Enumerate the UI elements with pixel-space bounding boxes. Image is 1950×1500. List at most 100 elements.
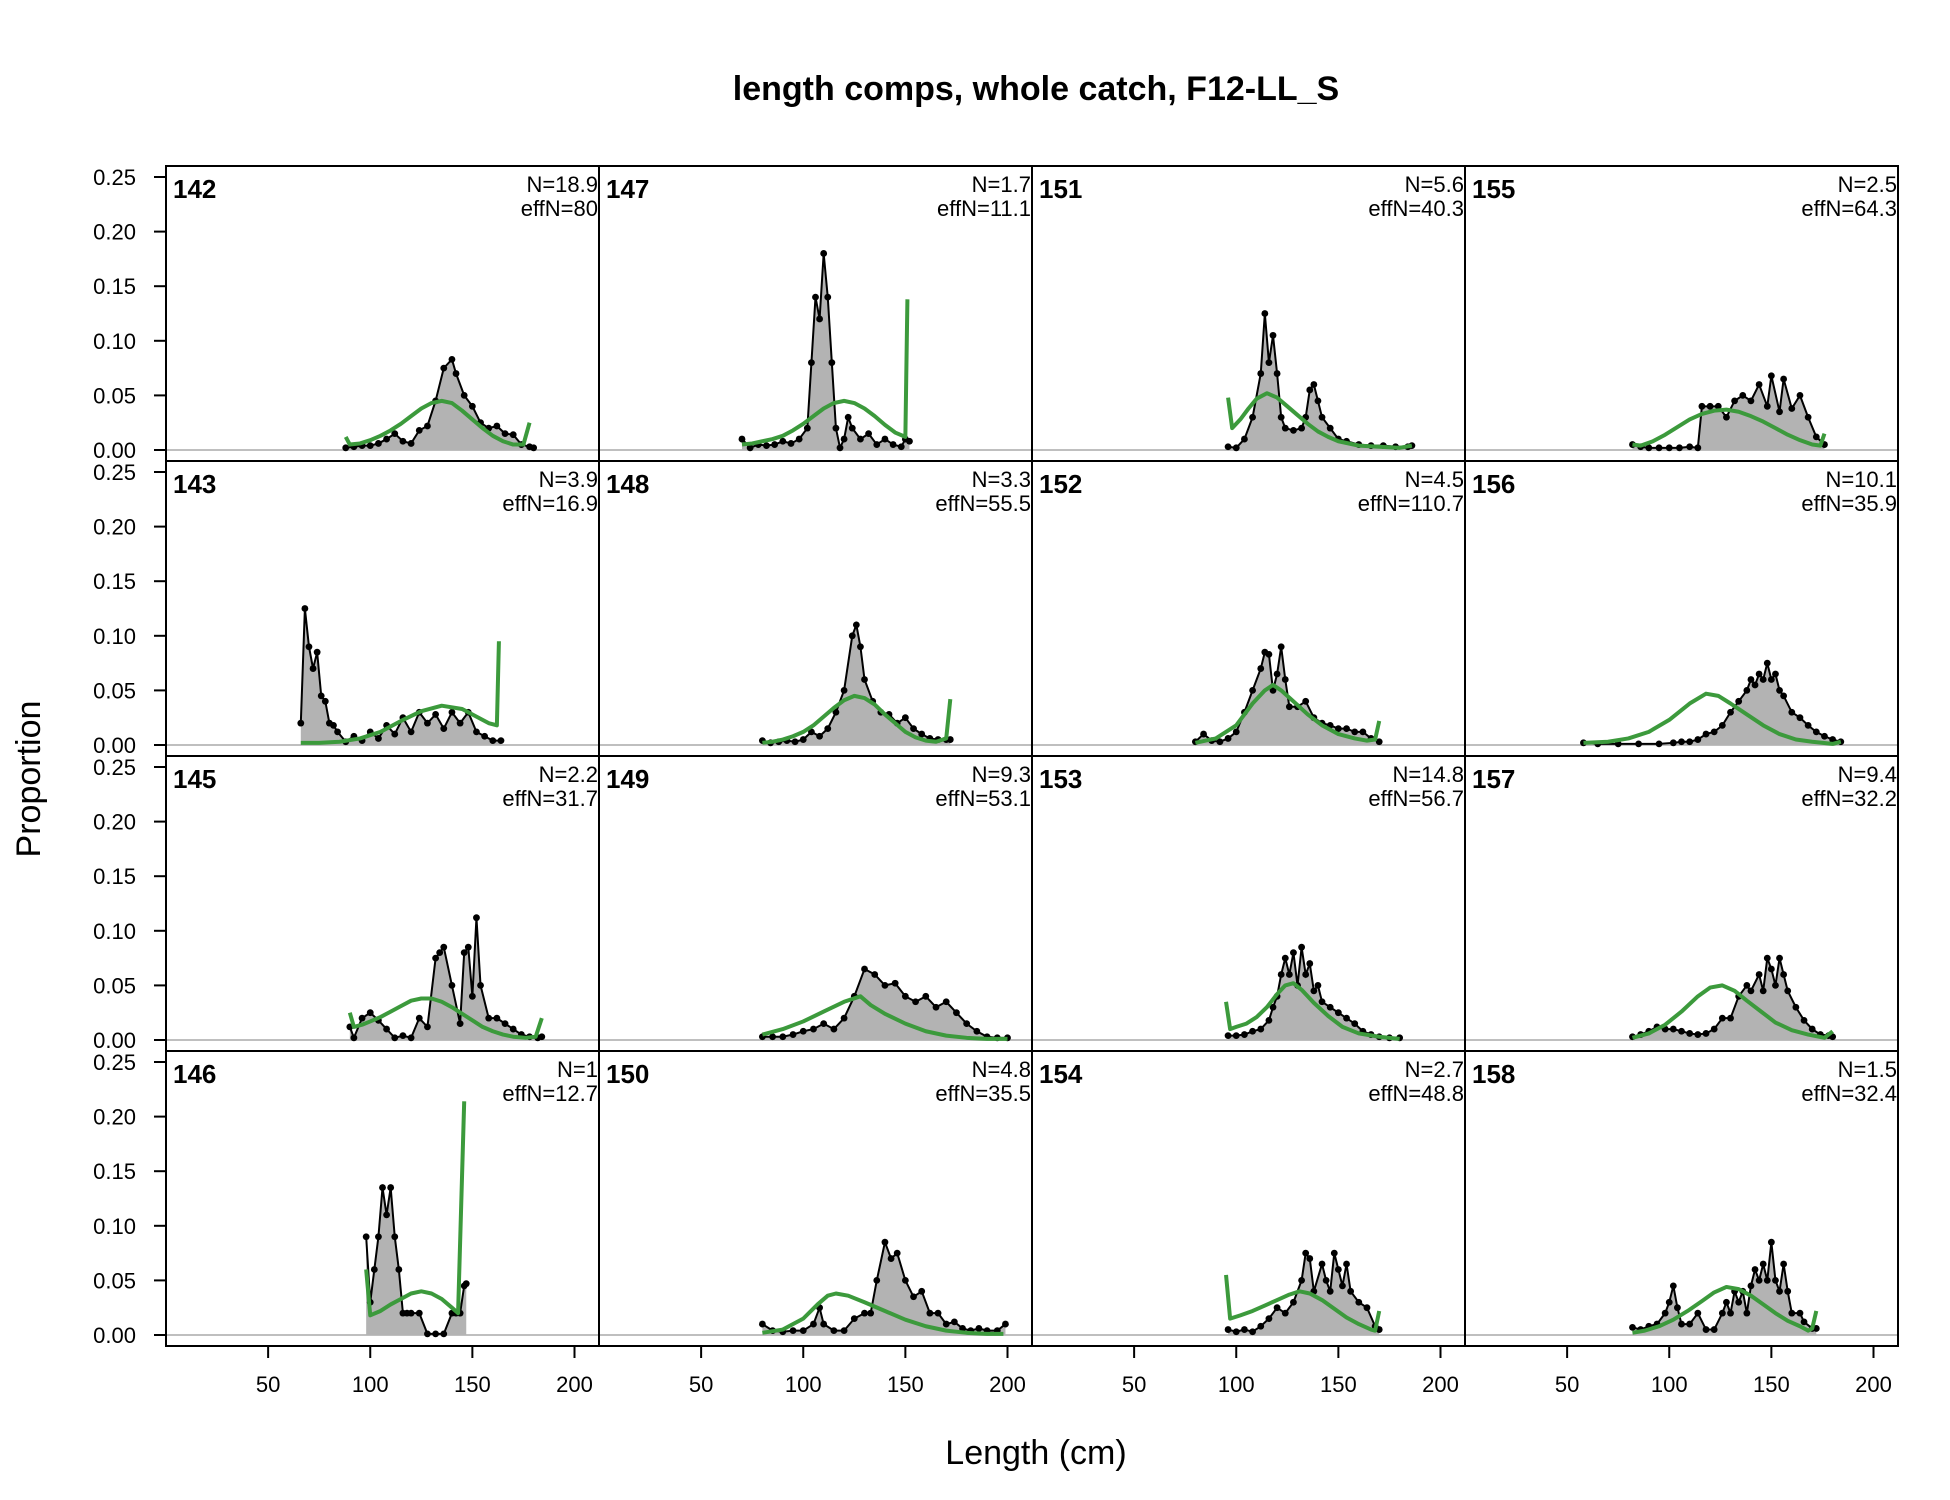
y-tick-label: 0.15 [93, 1159, 136, 1184]
observed-point [391, 1034, 399, 1042]
observed-point [912, 998, 919, 1006]
observed-point [1755, 381, 1763, 388]
observed-point [779, 437, 787, 445]
y-tick-label: 0.00 [93, 1028, 136, 1053]
observed-point [816, 732, 823, 740]
observed-point [497, 737, 505, 745]
panel-n-label: N=3.3 [972, 467, 1031, 492]
observed-point [795, 435, 803, 443]
x-axis-title: Length (cm) [945, 1434, 1126, 1472]
observed-point [1694, 1031, 1702, 1038]
observed-point [799, 1027, 807, 1035]
observed-point [1281, 676, 1289, 683]
observed-point [407, 440, 415, 447]
observed-point [1635, 740, 1643, 748]
observed-point [1784, 987, 1792, 995]
x-tick-label: 100 [352, 1372, 389, 1397]
observed-point [820, 1320, 828, 1328]
observed-point [1747, 676, 1755, 683]
observed-point [334, 728, 341, 736]
observed-area [762, 624, 951, 745]
expected-line [741, 299, 910, 447]
observed-point [803, 424, 811, 432]
observed-point [432, 1330, 440, 1338]
observed-point [942, 998, 950, 1006]
observed-point [832, 708, 840, 716]
observed-point [746, 444, 754, 452]
observed-point [953, 1009, 960, 1017]
x-tick-label: 150 [887, 1372, 924, 1397]
panel-n-label: N=5.6 [1405, 172, 1464, 197]
observed-point [1347, 1287, 1355, 1295]
observed-point [1265, 1016, 1273, 1024]
observed-point [881, 982, 889, 989]
panel-effn-label: effN=80 [521, 196, 598, 221]
observed-point [1669, 1025, 1677, 1033]
x-tick-label: 150 [1320, 1372, 1357, 1397]
observed-point [1241, 435, 1248, 443]
observed-point [1359, 728, 1367, 736]
observed-point [383, 1025, 390, 1033]
observed-point [1776, 408, 1783, 416]
observed-point [391, 430, 399, 438]
observed-point [501, 1020, 509, 1028]
observed-point [424, 719, 431, 727]
observed-point [468, 402, 476, 410]
panel-effn-label: effN=55.5 [935, 491, 1031, 516]
panel-effn-label: effN=16.9 [502, 491, 598, 516]
observed-point [1812, 728, 1820, 736]
observed-point [1755, 1277, 1763, 1284]
observed-point [1629, 1323, 1636, 1331]
observed-point [460, 392, 468, 399]
observed-point [1306, 1255, 1314, 1262]
observed-point [1767, 965, 1775, 973]
panel-effn-label: effN=32.2 [1801, 786, 1897, 811]
observed-point [1796, 392, 1804, 399]
panel-id-label: 142 [173, 174, 216, 204]
observed-point [1326, 424, 1334, 432]
observed-point [358, 1014, 366, 1022]
panel-id-label: 145 [173, 764, 216, 794]
observed-point [399, 1032, 407, 1040]
observed-point [1686, 1030, 1694, 1037]
observed-point [1674, 1304, 1681, 1312]
panel-id-label: 149 [606, 764, 649, 794]
x-tick-label: 50 [256, 1372, 280, 1397]
observed-point [1290, 949, 1297, 957]
y-tick-label: 0.20 [93, 810, 136, 835]
observed-point [1241, 1326, 1248, 1333]
observed-point [857, 435, 864, 443]
observed-point [861, 965, 868, 973]
observed-point [1224, 443, 1232, 451]
observed-point [787, 440, 795, 447]
observed-point [1661, 1309, 1669, 1317]
observed-point [1747, 397, 1755, 405]
y-tick-label: 0.15 [93, 274, 136, 299]
observed-point [1767, 1238, 1775, 1246]
observed-point [383, 1211, 390, 1219]
observed-point [440, 943, 448, 951]
observed-point [789, 1327, 797, 1335]
observed-point [1702, 730, 1710, 738]
x-tick-label: 50 [689, 1372, 713, 1397]
observed-point [1249, 1027, 1256, 1035]
observed-point [1277, 971, 1285, 978]
observed-point [1747, 1282, 1755, 1290]
observed-point [1772, 1277, 1779, 1284]
observed-point [1200, 730, 1207, 738]
panel-n-label: N=2.2 [539, 762, 598, 787]
observed-point [362, 1233, 370, 1241]
y-tick-label: 0.10 [93, 919, 136, 944]
observed-area [349, 917, 542, 1040]
observed-point [379, 1184, 386, 1191]
observed-point [1780, 375, 1788, 383]
observed-point [1334, 725, 1342, 733]
panel-id-label: 154 [1039, 1059, 1083, 1089]
expected-line [364, 1101, 467, 1318]
observed-point [1306, 960, 1314, 967]
